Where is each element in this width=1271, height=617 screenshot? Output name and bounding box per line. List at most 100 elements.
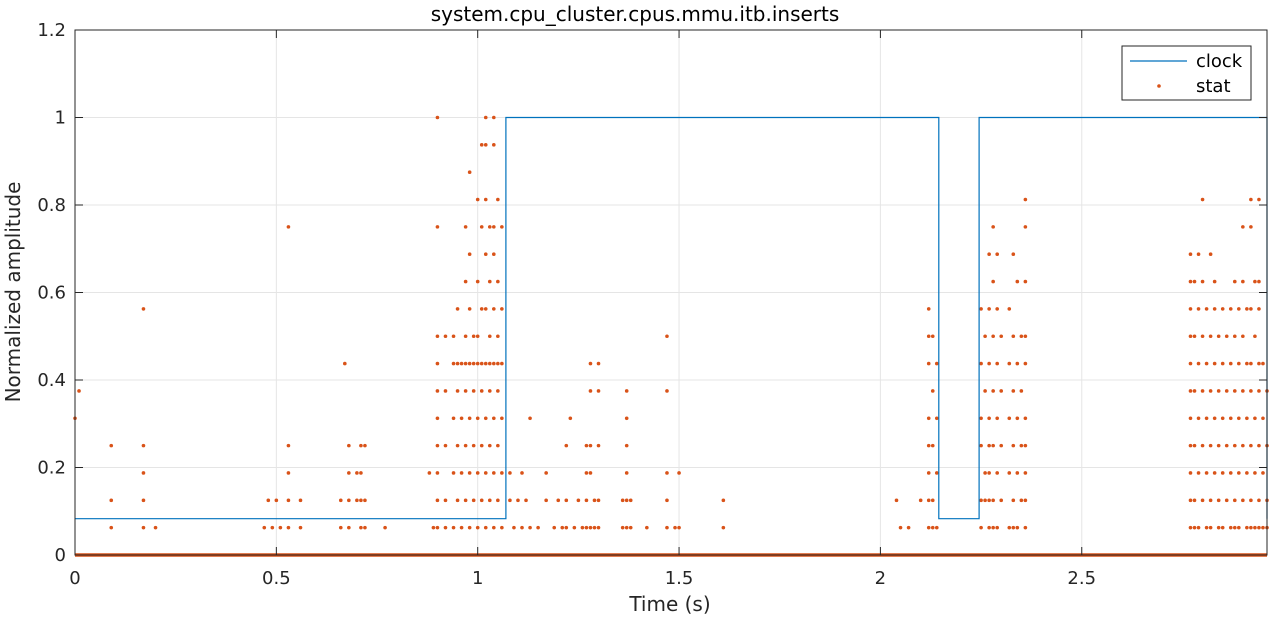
stat-point bbox=[592, 525, 597, 530]
stat-point bbox=[588, 389, 593, 393]
stat-point bbox=[363, 443, 367, 448]
stat-point bbox=[286, 471, 291, 475]
stat-point bbox=[987, 252, 991, 257]
stat-point bbox=[1204, 416, 1209, 421]
stat-point bbox=[991, 443, 995, 448]
stat-point bbox=[141, 471, 146, 475]
stat-point bbox=[987, 416, 991, 421]
stat-point bbox=[435, 416, 440, 421]
stat-point bbox=[338, 525, 343, 530]
stat-point bbox=[620, 525, 625, 530]
stat-point bbox=[1023, 443, 1028, 448]
stat-point bbox=[487, 279, 492, 284]
stat-point bbox=[1228, 307, 1233, 311]
stat-point bbox=[1011, 389, 1016, 393]
stat-point bbox=[1023, 471, 1028, 475]
stat-point bbox=[1228, 361, 1233, 366]
stat-point bbox=[1212, 416, 1217, 421]
stat-point bbox=[1249, 361, 1253, 366]
stat-point bbox=[1200, 443, 1205, 448]
stat-point bbox=[1245, 525, 1249, 530]
stat-point bbox=[1023, 525, 1028, 530]
stat-point bbox=[492, 252, 496, 257]
stat-point bbox=[1011, 498, 1016, 503]
stat-point bbox=[459, 525, 464, 530]
stat-point bbox=[898, 525, 903, 530]
stat-point bbox=[141, 307, 146, 311]
stat-point bbox=[1257, 443, 1261, 448]
stat-point bbox=[1253, 279, 1257, 284]
stat-point bbox=[596, 498, 601, 503]
stat-point bbox=[995, 471, 999, 475]
stat-point bbox=[1192, 389, 1197, 393]
stat-point bbox=[1007, 471, 1012, 475]
stat-point bbox=[934, 361, 939, 366]
stat-point bbox=[987, 443, 991, 448]
stat-point bbox=[995, 361, 999, 366]
stat-point bbox=[544, 498, 548, 503]
stat-point bbox=[995, 252, 999, 257]
stat-point bbox=[153, 525, 158, 530]
stat-point bbox=[1192, 279, 1197, 284]
stat-point bbox=[934, 471, 939, 475]
y-axis-label: Normalized amplitude bbox=[1, 182, 25, 403]
stat-point bbox=[487, 443, 492, 448]
stat-point bbox=[475, 279, 480, 284]
stat-point bbox=[363, 525, 367, 530]
stat-point bbox=[516, 498, 520, 503]
stat-point bbox=[560, 525, 565, 530]
stat-point bbox=[544, 471, 548, 475]
stat-point bbox=[1007, 525, 1012, 530]
stat-point bbox=[894, 498, 899, 503]
stat-point bbox=[443, 498, 448, 503]
stat-point bbox=[991, 334, 995, 339]
stat-point bbox=[628, 525, 633, 530]
stat-point bbox=[479, 361, 484, 366]
stat-point bbox=[483, 252, 488, 257]
stat-point bbox=[987, 307, 991, 311]
stat-point bbox=[584, 525, 589, 530]
stat-point bbox=[926, 498, 931, 503]
stat-point bbox=[1023, 197, 1028, 202]
stat-point bbox=[926, 361, 931, 366]
stat-point bbox=[1253, 416, 1257, 421]
stat-point bbox=[483, 361, 488, 366]
stat-point bbox=[141, 498, 146, 503]
stat-point bbox=[508, 471, 512, 475]
stat-point bbox=[1208, 498, 1213, 503]
stat-point bbox=[1188, 252, 1193, 257]
stat-point bbox=[459, 471, 464, 475]
x-tick-label: 1.5 bbox=[665, 568, 694, 589]
stat-point bbox=[1216, 443, 1221, 448]
stat-point bbox=[443, 525, 448, 530]
stat-point bbox=[665, 389, 669, 393]
stat-point bbox=[463, 334, 468, 339]
stat-point bbox=[475, 361, 480, 366]
stat-point bbox=[471, 334, 476, 339]
stat-point bbox=[1019, 498, 1024, 503]
stat-point bbox=[673, 525, 677, 530]
stat-point bbox=[596, 389, 601, 393]
stat-point bbox=[1220, 416, 1225, 421]
stat-point bbox=[492, 471, 496, 475]
stat-point bbox=[721, 525, 726, 530]
stat-point bbox=[483, 115, 488, 120]
stat-point bbox=[520, 525, 524, 530]
stat-point bbox=[624, 443, 629, 448]
stat-point bbox=[483, 525, 488, 530]
stat-point bbox=[987, 471, 991, 475]
stat-point bbox=[556, 498, 561, 503]
stat-point bbox=[1257, 389, 1261, 393]
stat-point bbox=[1249, 197, 1253, 202]
stat-point bbox=[471, 498, 476, 503]
y-tick-label: 1.2 bbox=[37, 20, 66, 41]
stat-point bbox=[979, 443, 983, 448]
stat-point bbox=[1196, 307, 1201, 311]
stat-point bbox=[1220, 307, 1225, 311]
stat-point bbox=[1188, 498, 1193, 503]
stat-point bbox=[431, 525, 436, 530]
stat-point bbox=[109, 443, 114, 448]
stat-point bbox=[1237, 416, 1241, 421]
stat-point bbox=[572, 525, 577, 530]
stat-point bbox=[983, 334, 987, 339]
